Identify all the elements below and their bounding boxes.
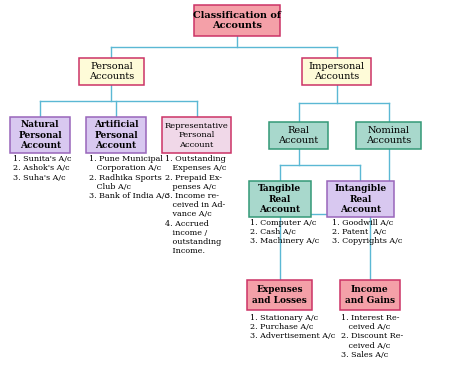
Text: Personal
Accounts: Personal Accounts — [89, 62, 134, 81]
FancyBboxPatch shape — [269, 122, 328, 149]
Text: 1. Interest Re-
   ceived A/c
2. Discount Re-
   ceived A/c
3. Sales A/c: 1. Interest Re- ceived A/c 2. Discount R… — [341, 314, 403, 359]
FancyBboxPatch shape — [86, 117, 146, 153]
Text: Expenses
and Losses: Expenses and Losses — [252, 285, 307, 305]
FancyBboxPatch shape — [248, 181, 311, 217]
FancyBboxPatch shape — [356, 122, 421, 149]
Text: 1. Sunita's A/c
2. Ashok's A/c
3. Suha's A/c: 1. Sunita's A/c 2. Ashok's A/c 3. Suha's… — [13, 155, 71, 182]
Text: Income
and Gains: Income and Gains — [345, 285, 395, 305]
Text: 1. Stationary A/c
2. Purchase A/c
3. Advertisement A/c: 1. Stationary A/c 2. Purchase A/c 3. Adv… — [250, 314, 336, 340]
Text: 1. Computer A/c
2. Cash A/c
3. Machinery A/c: 1. Computer A/c 2. Cash A/c 3. Machinery… — [250, 219, 319, 245]
FancyBboxPatch shape — [10, 117, 70, 153]
Text: Impersonal
Accounts: Impersonal Accounts — [309, 62, 365, 81]
FancyBboxPatch shape — [340, 280, 400, 311]
Text: Intangible
Real
Account: Intangible Real Account — [334, 184, 386, 214]
Text: Artificial
Personal
Account: Artificial Personal Account — [94, 120, 138, 150]
FancyBboxPatch shape — [302, 58, 371, 85]
FancyBboxPatch shape — [79, 58, 144, 85]
Text: Classification of
Accounts: Classification of Accounts — [193, 11, 281, 30]
Text: Nominal
Accounts: Nominal Accounts — [366, 126, 411, 145]
FancyBboxPatch shape — [327, 181, 393, 217]
Text: Natural
Personal
Account: Natural Personal Account — [18, 120, 62, 150]
FancyBboxPatch shape — [162, 117, 231, 153]
Text: Representative
Personal
Account: Representative Personal Account — [165, 122, 228, 149]
Text: Real
Account: Real Account — [279, 126, 319, 145]
Text: 1. Goodwill A/c
2. Patent  A/c
3. Copyrights A/c: 1. Goodwill A/c 2. Patent A/c 3. Copyrig… — [332, 219, 402, 245]
FancyBboxPatch shape — [194, 6, 280, 36]
Text: 1. Pune Municipal
   Corporation A/c
2. Radhika Sports
   Club A/c
3. Bank of In: 1. Pune Municipal Corporation A/c 2. Rad… — [89, 155, 169, 200]
FancyBboxPatch shape — [247, 280, 312, 311]
Text: Tangible
Real
Account: Tangible Real Account — [258, 184, 301, 214]
Text: 1. Outstanding
   Expenses A/c
2. Prepaid Ex-
   penses A/c
3. Income re-
   cei: 1. Outstanding Expenses A/c 2. Prepaid E… — [165, 155, 226, 255]
